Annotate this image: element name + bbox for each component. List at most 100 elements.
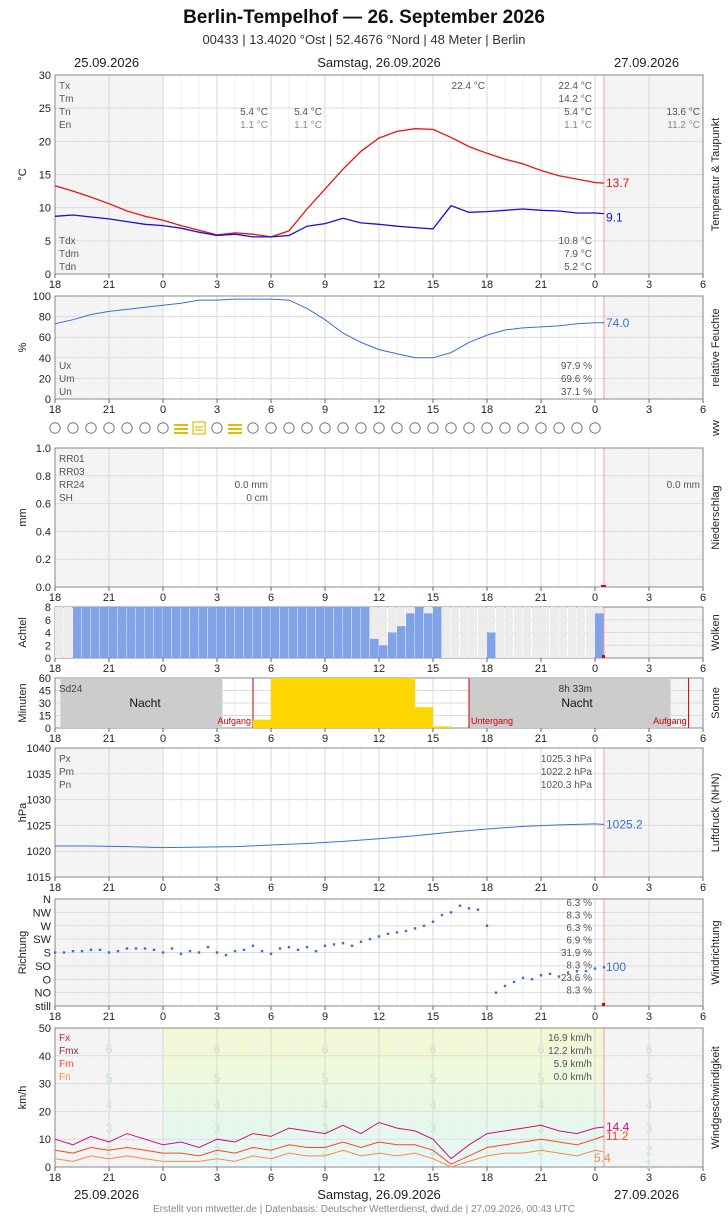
precipitation-panel: 0.0 0.2 0.4 0.6 0.8 1.0 18 21 0 3 6 9 12 15 18 21 0 3 6 mm N… [17,443,722,604]
wind-dir-point [305,945,309,949]
precipitation-xtick: 3 [214,592,220,604]
wind_speed-xtick: 18 [481,1172,493,1184]
humidity-xtick: 18 [49,404,61,416]
precip-stat-key: RR01 [59,454,85,465]
weather-clear-symbol [157,422,169,434]
wind-dir-point [269,952,273,956]
weather-clear-symbol [571,422,583,434]
sunshine-ylabel: Minuten [17,683,29,722]
wind-dir-point [206,945,210,949]
beaufort-label: 6 [321,1041,328,1056]
precip-stat-key: RR24 [59,480,85,491]
pressure-series [55,823,605,849]
weather-side-label: ww [710,420,722,437]
wind_speed-shade-right [604,1028,703,1167]
wind-dir-stat-value: 23.6 % [561,973,592,984]
cloud-bar [595,613,604,658]
pressure-end-label: 1025.2 [606,817,643,831]
humidity-xtick: 6 [268,404,274,416]
precipitation-ylabel: mm [17,508,29,526]
sunshine-ytick: 60 [39,673,51,685]
pressure-ytick: 1040 [27,743,51,755]
precipitation-xtick: 9 [322,592,328,604]
precipitation-ytick: 1.0 [36,443,51,455]
precipitation-xtick: 21 [535,592,547,604]
humidity-ytick: 60 [39,332,51,344]
pressure-xtick: 18 [481,882,493,894]
wind-dir-point [449,911,453,914]
beaufort-label: 3 [429,1121,436,1136]
precip-stat-value: 0.0 mm [235,480,268,491]
cloud-obs-bg [586,607,594,658]
wind-dir-point [188,949,192,953]
wind_direction-ylabel: Richtung [17,931,29,974]
cloud-bar [226,607,235,658]
wind-speed-stat-key: Fmx [59,1046,78,1057]
pressure-xtick: 3 [646,882,652,894]
pressure-stat-key: Px [59,754,71,765]
wind-dir-point [53,951,57,954]
sunshine-bar [433,726,451,728]
cloud-obs-bg [550,607,558,658]
sunshine-xtick: 9 [322,733,328,745]
weather-fog-haze-symbol [192,421,206,435]
humidity-xtick: 0 [592,404,598,416]
pressure-xtick: 12 [373,882,385,894]
precipitation-xtick: 6 [268,592,274,604]
wind-dir-point [242,948,246,952]
cloud-bar [370,638,379,658]
cloud-bar [433,607,442,658]
temp-stat-key: Tn [59,107,71,118]
humidity-shade-right [604,296,703,399]
cloud-bar [280,607,289,658]
weather-clear-symbol [463,422,475,434]
precipitation-ytick: 0.6 [36,499,51,511]
precip-stat-right: 0.0 mm [667,480,700,491]
precipitation-xtick: 21 [103,592,115,604]
pressure-side-label: Luftdruck (NHN) [710,773,722,852]
temp-stat-d1: 5.4 °C [240,107,268,118]
precip-stat-value: 0 cm [246,493,268,504]
weather-clear-symbol [247,422,259,434]
sunshine-xtick: 0 [160,733,166,745]
temp-stat-d2: 1.1 °C [294,120,322,131]
weather-clear-symbol [283,422,295,434]
wind-dir-point [107,951,111,954]
cloud-obs-bg [532,607,540,658]
precipitation-xtick: 0 [160,592,166,604]
weather-clear-symbol [373,422,385,434]
precipitation-xtick: 3 [646,592,652,604]
wind_speed-xtick: 9 [322,1172,328,1184]
humidity-stat-value: 97.9 % [561,361,592,372]
cloud-obs-bg [451,607,459,658]
temp-stat-key: Tm [59,94,73,105]
cloud-bar [73,607,82,658]
sunshine-xtick: 3 [646,733,652,745]
wind_speed-xtick: 6 [268,1172,274,1184]
cloud-bar [289,607,298,658]
wind-dir-stat-value: 6.3 % [566,898,592,909]
dew-stat-value: 5.2 °C [564,262,592,273]
beaufort-label: 4 [645,1097,652,1112]
wind-dir-point [341,941,345,945]
temperature-xtick: 18 [481,279,493,291]
cloud-bar [397,626,406,658]
weather-clear-symbol [445,422,457,434]
sunshine-xtick: 21 [103,733,115,745]
pressure-xtick: 21 [103,882,115,894]
beaufort-label: 3 [105,1121,112,1136]
wind-speed-stat-key: Fn [59,1072,71,1083]
clouds-ylabel: Achtel [17,617,29,648]
wind-dir-point [503,984,507,988]
temp-stat-value: 14.2 °C [559,94,592,105]
cloud-obs-bg [55,607,63,658]
clouds-ytick: 2 [45,640,51,652]
temp-stat-key: Tx [59,81,70,92]
wind_speed-xtick: 3 [646,1172,652,1184]
temp-end-label: 13.7 [606,176,630,190]
night-area-2 [469,678,671,728]
cloud-bar [154,607,163,658]
weather-clear-symbol [481,422,493,434]
pressure-xtick: 21 [535,882,547,894]
wind-dir-point [431,920,435,923]
